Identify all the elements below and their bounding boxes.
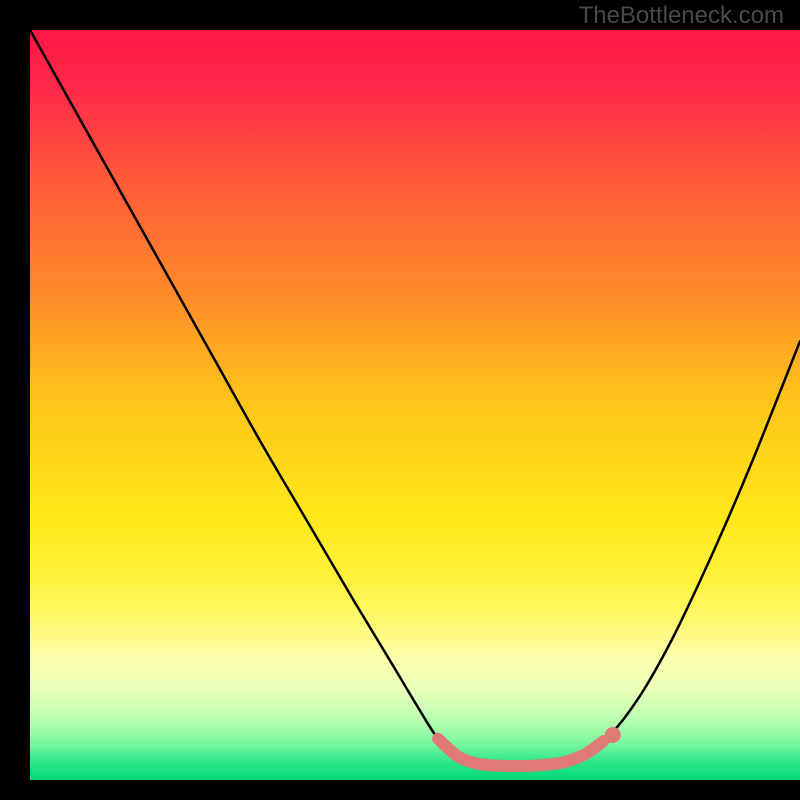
chart-background	[30, 30, 800, 780]
watermark-text: TheBottleneck.com	[579, 4, 784, 28]
chart-svg	[0, 0, 800, 800]
selected-point-marker	[605, 727, 621, 743]
chart-stage: TheBottleneck.com	[0, 0, 800, 800]
